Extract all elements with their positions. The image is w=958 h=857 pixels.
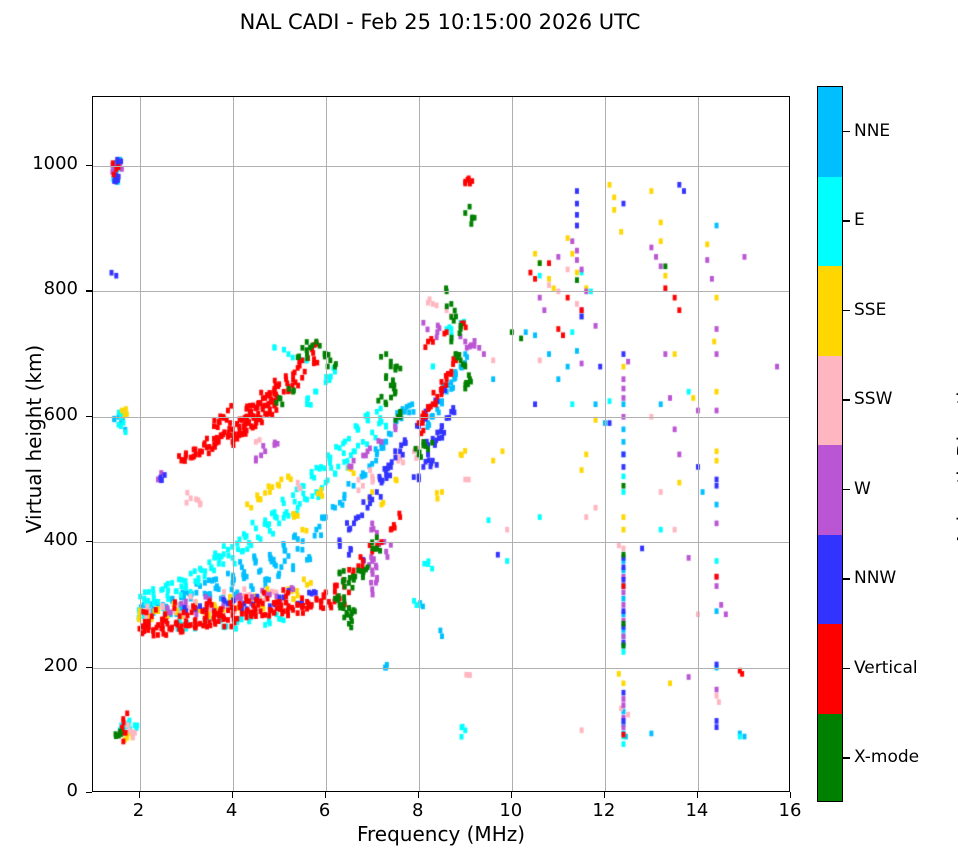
x-tick-mark — [510, 792, 513, 798]
y-gridline — [93, 542, 789, 544]
y-gridline — [93, 416, 789, 418]
y-tick-mark — [86, 415, 92, 418]
page-title: NAL CADI - Feb 25 10:15:00 2026 UTC — [239, 10, 641, 34]
x-tick-mark — [603, 792, 606, 798]
colorbar — [817, 86, 843, 802]
y-tick-mark — [86, 164, 92, 167]
colorbar-label-ssw: SSW — [854, 389, 893, 410]
colorbar-segment-e — [818, 176, 842, 266]
colorbar-label-e: E — [854, 210, 865, 231]
x-gridline — [139, 97, 141, 791]
y-tick-label: 600 — [43, 403, 78, 425]
colorbar-tick — [843, 220, 850, 222]
colorbar-segment-w — [818, 445, 842, 535]
colorbar-segment-sse — [818, 266, 842, 356]
colorbar-label-w: W — [854, 478, 871, 499]
x-gridline — [232, 97, 234, 791]
x-gridline — [418, 97, 420, 791]
colorbar-tick — [843, 130, 850, 133]
y-tick-label: 200 — [43, 654, 78, 676]
y-tick-label: 0 — [66, 780, 78, 801]
x-tick-label: 2 — [132, 800, 145, 821]
scatter-data-canvas — [93, 97, 791, 793]
y-gridline — [93, 667, 789, 669]
colorbar-title: Azimuth Direction — [953, 366, 958, 546]
x-tick-mark — [417, 792, 420, 798]
x-gridline — [325, 97, 327, 791]
x-tick-label: 4 — [225, 800, 238, 821]
colorbar-tick — [843, 578, 850, 580]
x-gridline — [604, 97, 606, 791]
y-tick-label: 800 — [43, 278, 78, 300]
colorbar-label-nnw: NNW — [854, 568, 897, 589]
colorbar-tick — [843, 399, 850, 401]
colorbar-tick — [843, 309, 850, 312]
colorbar-segment-nne — [818, 87, 842, 177]
x-tick-label: 14 — [685, 800, 709, 821]
colorbar-segment-nnw — [818, 534, 842, 624]
y-tick-mark — [86, 290, 92, 292]
colorbar-label-nne: NNE — [854, 120, 891, 141]
x-tick-mark — [231, 792, 233, 798]
x-axis-label: Frequency (MHz) — [356, 822, 526, 846]
x-tick-label: 6 — [318, 800, 331, 821]
colorbar-tick — [843, 667, 850, 670]
x-tick-label: 8 — [411, 800, 424, 821]
x-tick-label: 10 — [499, 800, 523, 821]
y-tick-label: 1000 — [32, 152, 78, 174]
x-tick-mark — [790, 792, 792, 798]
y-tick-label: 400 — [43, 529, 78, 551]
y-tick-mark — [86, 792, 92, 794]
x-tick-mark — [696, 792, 699, 798]
x-tick-mark — [138, 792, 140, 798]
y-tick-mark — [86, 666, 92, 668]
x-tick-mark — [324, 792, 326, 798]
colorbar-label-x-mode: X-mode — [854, 747, 920, 768]
plot-axes-area — [92, 96, 791, 793]
x-tick-label: 16 — [778, 800, 802, 821]
colorbar-segment-x-mode — [818, 713, 842, 801]
x-gridline — [511, 97, 513, 791]
x-gridline — [697, 97, 699, 791]
y-tick-mark — [86, 541, 92, 543]
y-gridline — [93, 291, 789, 293]
colorbar-label-sse: SSE — [854, 299, 887, 320]
colorbar-segment-vertical — [818, 624, 842, 714]
colorbar-label-vertical: Vertical — [854, 657, 918, 678]
colorbar-tick — [843, 757, 850, 759]
y-gridline — [93, 165, 789, 167]
x-tick-label: 12 — [592, 800, 616, 821]
colorbar-tick — [843, 488, 850, 491]
colorbar-segment-ssw — [818, 355, 842, 445]
